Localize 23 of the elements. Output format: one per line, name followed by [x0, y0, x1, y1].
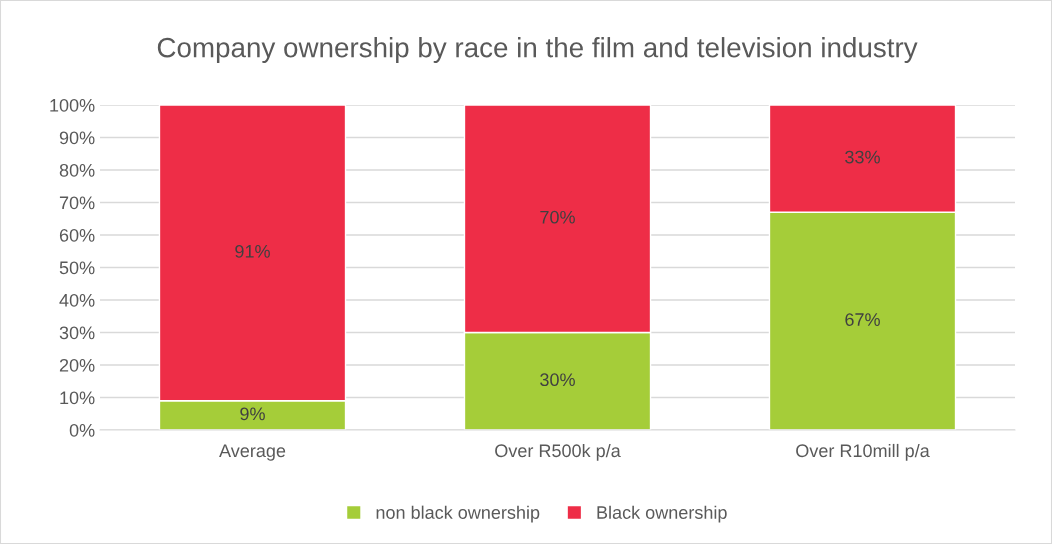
data-label: 67% [845, 313, 880, 326]
x-tick-label: Over R10mill p/a [796, 443, 930, 461]
legend-label: non black ownership [376, 505, 540, 523]
y-tick-label: 0% [69, 423, 95, 437]
y-tick-label: 20% [59, 358, 95, 372]
data-label: 9% [240, 407, 265, 421]
data-label: 70% [540, 210, 575, 224]
y-tick-label: 40% [59, 293, 95, 307]
y-tick-label: 50% [59, 261, 95, 275]
data-label: 30% [540, 373, 575, 387]
y-tick-label: 100% [50, 98, 95, 112]
data-label: 91% [235, 244, 270, 258]
chart-title: Company ownership by race in the film and television industry [157, 37, 918, 63]
y-tick-label: 70% [59, 196, 95, 210]
y-tick-label: 60% [59, 228, 95, 242]
legend-label: Black ownership [597, 505, 727, 523]
y-tick-label: 90% [59, 131, 95, 145]
y-tick-label: 80% [59, 163, 95, 177]
y-tick-label: 30% [59, 326, 95, 340]
x-tick-label: Average [219, 444, 286, 461]
data-label: 33% [845, 150, 880, 164]
x-tick-label: Over R500k p/a [495, 443, 621, 461]
y-tick-label: 10% [60, 391, 95, 405]
